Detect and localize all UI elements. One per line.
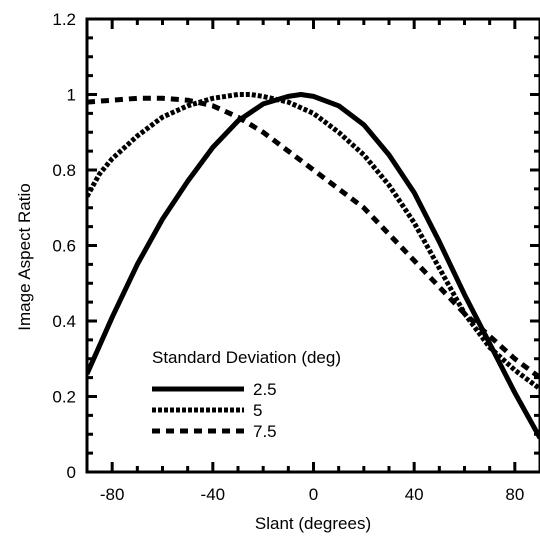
y-tick-label: 0.4 (52, 312, 76, 331)
axis-ticks (85, 17, 540, 474)
y-axis-title: Image Aspect Ratio (15, 183, 34, 330)
series-line-5 (87, 92, 540, 391)
series-line-2.5 (87, 92, 540, 440)
y-tick-label: 0.2 (52, 388, 76, 407)
legend-label-5: 5 (253, 401, 262, 420)
series-line-7.5 (87, 95, 540, 380)
y-tick-label: 0.6 (52, 237, 76, 256)
series-lines (87, 92, 540, 440)
legend-label-2.5: 2.5 (253, 380, 277, 399)
x-axis-title: Slant (degrees) (255, 514, 371, 533)
x-tick-label: 0 (309, 485, 318, 504)
x-tick-label: -80 (100, 485, 125, 504)
legend-label-7.5: 7.5 (253, 422, 277, 441)
x-tick-label: -40 (201, 485, 226, 504)
y-tick-label: 1 (67, 86, 76, 105)
legend-title: Standard Deviation (deg) (152, 348, 341, 367)
x-tick-label: 80 (505, 485, 524, 504)
plot-border (85, 17, 540, 474)
x-tick-label: 40 (405, 485, 424, 504)
y-tick-label: 0.8 (52, 161, 76, 180)
legend: Standard Deviation (deg) 2.5 5 7.5 (152, 348, 341, 441)
y-tick-label: 1.2 (52, 10, 76, 29)
y-tick-label: 0 (67, 463, 76, 482)
tick-labels: -80 -40 0 40 80 0 0.2 0.4 0.6 0.8 1 1.2 (52, 10, 524, 504)
plot-frame (85, 17, 540, 474)
